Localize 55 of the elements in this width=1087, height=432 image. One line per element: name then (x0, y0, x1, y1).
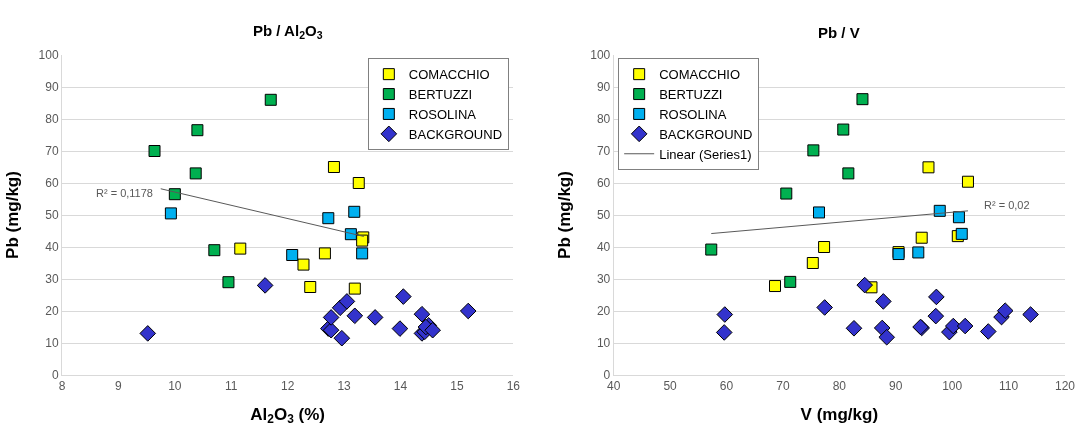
x-tick-label: 90 (889, 379, 903, 394)
y-tick-label: 0 (51, 368, 59, 383)
y-tick-label: 100 (38, 48, 59, 63)
y-tick-label: 90 (596, 80, 611, 95)
x-tick-label: 50 (663, 379, 678, 394)
x-tick-label: 70 (776, 379, 790, 394)
x-tick-label: 15 (450, 379, 464, 394)
x-tick-label: 80 (832, 379, 847, 394)
y-axis-title: Pb (mg/kg) (554, 171, 574, 259)
legend-label: BERTUZZI (408, 87, 473, 103)
legend-label: BACKGROUND (408, 126, 503, 142)
x-tick-label: 14 (393, 379, 408, 394)
y-tick-label: 20 (596, 304, 611, 319)
y-tick-label: 40 (45, 240, 59, 255)
x-tick-label: 60 (719, 379, 734, 394)
chart-title: Pb / Al$_{2}$O$_{3}$ (253, 22, 323, 42)
y-tick-label: 60 (596, 176, 611, 191)
y-tick-label: 40 (596, 240, 611, 255)
x-axis-title: V (mg/kg) (800, 404, 879, 424)
y-tick-label: 60 (45, 176, 59, 191)
annotation: R² = 0,1178 (96, 187, 153, 199)
legend-label: ROSOLINA (408, 107, 477, 123)
y-tick-label: 100 (590, 48, 611, 63)
x-tick-label: 13 (337, 379, 352, 394)
y-tick-label: 70 (45, 144, 59, 159)
legend-label: COMACCHIO (659, 67, 741, 83)
chart-title: Pb / V (818, 24, 860, 41)
legend-label: BACKGROUND (659, 126, 753, 142)
y-tick-label: 10 (45, 336, 59, 351)
y-tick-label: 20 (45, 304, 59, 319)
y-tick-label: 30 (596, 272, 611, 287)
legend-label: BERTUZZI (659, 87, 723, 103)
y-tick-label: 30 (45, 272, 59, 287)
y-axis-title: Pb (mg/kg) (3, 171, 23, 259)
x-axis-title: Al$_{2}$O$_{3}$ (%) (250, 404, 325, 427)
y-tick-label: 90 (45, 80, 59, 95)
x-tick-label: 12 (281, 379, 295, 394)
x-tick-label: 16 (506, 379, 521, 394)
legend-label: Linear (Series1) (659, 146, 752, 162)
y-tick-label: 50 (45, 208, 59, 223)
x-tick-label: 110 (999, 379, 1019, 394)
y-tick-label: 50 (596, 208, 611, 223)
y-tick-label: 80 (596, 112, 611, 127)
y-tick-label: 80 (45, 112, 59, 127)
x-tick-label: 11 (225, 379, 238, 394)
legend-label: ROSOLINA (659, 107, 727, 123)
x-tick-label: 8 (58, 379, 66, 394)
x-tick-label: 100 (942, 379, 963, 394)
x-tick-label: 10 (168, 379, 182, 394)
y-tick-label: 10 (596, 336, 611, 351)
legend-label: COMACCHIO (408, 67, 490, 83)
x-tick-label: 9 (115, 379, 123, 394)
x-tick-label: 120 (1054, 379, 1076, 394)
y-tick-label: 70 (596, 144, 611, 159)
annotation: R² = 0,02 (984, 199, 1030, 211)
